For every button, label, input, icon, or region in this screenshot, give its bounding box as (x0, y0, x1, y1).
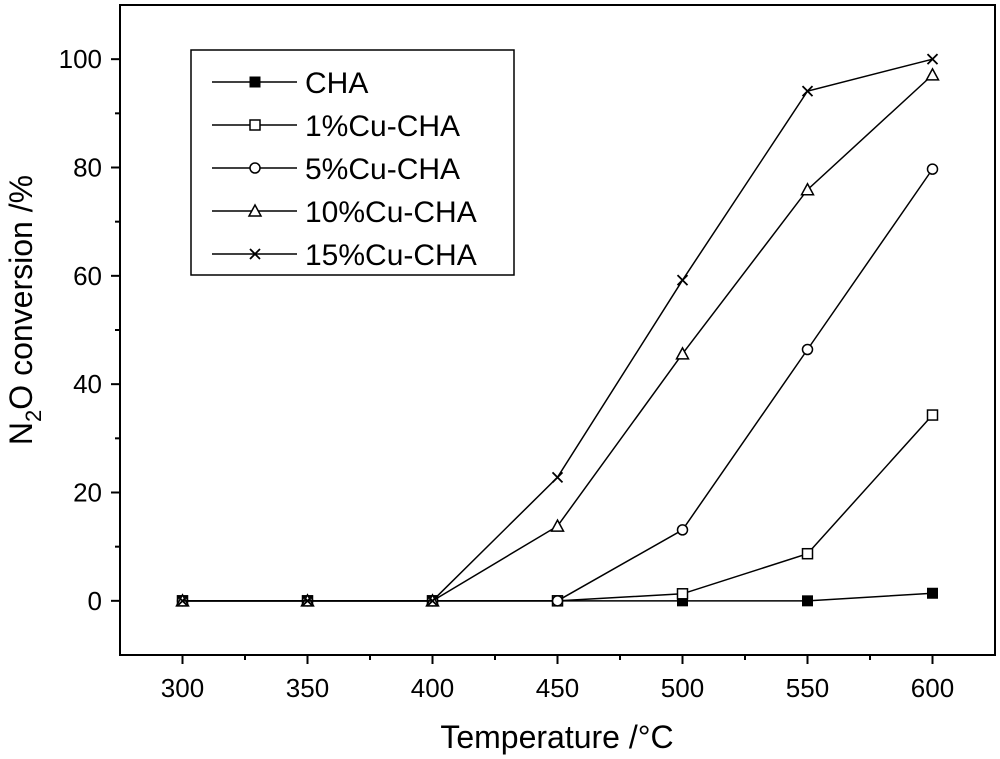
legend-marker (249, 162, 261, 174)
legend-label: 1%Cu-CHA (305, 110, 460, 143)
x-tick-label: 350 (286, 673, 329, 703)
data-point (550, 518, 565, 532)
data-point (176, 595, 189, 607)
x-tick-label: 400 (411, 673, 454, 703)
data-point (926, 53, 939, 65)
legend-item: 1%Cu-CHA (212, 110, 460, 143)
legend-label: 15%Cu-CHA (305, 239, 477, 272)
data-point (676, 274, 689, 286)
data-point (551, 595, 564, 607)
data-point (801, 547, 814, 560)
legend-box (190, 49, 515, 276)
data-point (926, 163, 939, 175)
series-15pctcu-cha (176, 53, 939, 607)
legend-label: 5%Cu-CHA (305, 153, 460, 186)
x-tick-label: 450 (536, 673, 579, 703)
y-tick-label: 20 (73, 478, 102, 508)
data-point (426, 595, 439, 607)
series-line (182, 414, 934, 602)
legend-label: CHA (305, 67, 368, 100)
x-tick-label: 600 (911, 673, 954, 703)
legend-item: 5%Cu-CHA (212, 153, 460, 186)
legend-marker (249, 248, 261, 260)
data-point (802, 595, 813, 607)
data-point (675, 346, 690, 360)
data-point (801, 85, 814, 97)
y-tick-label: 60 (73, 261, 102, 291)
x-tick-label: 300 (161, 673, 204, 703)
legend-item: CHA (212, 67, 368, 100)
data-point (925, 67, 940, 81)
y-tick-label: 40 (73, 369, 102, 399)
x-axis-title: Temperature /°C (440, 719, 673, 755)
series-1pctcu-cha (176, 409, 939, 607)
data-point (800, 182, 815, 196)
y-axis-title: N2O conversion /% (3, 175, 46, 445)
data-point (676, 588, 689, 600)
data-point (676, 524, 689, 536)
y-tick-label: 80 (73, 153, 102, 183)
legend-marker (249, 119, 261, 131)
y-tick-label: 100 (59, 44, 102, 74)
x-tick-label: 500 (661, 673, 704, 703)
legend-marker (249, 76, 261, 88)
data-point (301, 595, 314, 607)
data-point (801, 343, 814, 356)
legend-item: 15%Cu-CHA (212, 239, 477, 272)
x-tick-label: 550 (786, 673, 829, 703)
data-point (926, 409, 939, 421)
legend-marker (247, 203, 263, 217)
data-point (927, 587, 938, 599)
legend-label: 10%Cu-CHA (305, 196, 477, 229)
y-tick-label: 0 (88, 586, 102, 616)
legend-item: 10%Cu-CHA (212, 196, 477, 229)
data-point (551, 471, 564, 483)
